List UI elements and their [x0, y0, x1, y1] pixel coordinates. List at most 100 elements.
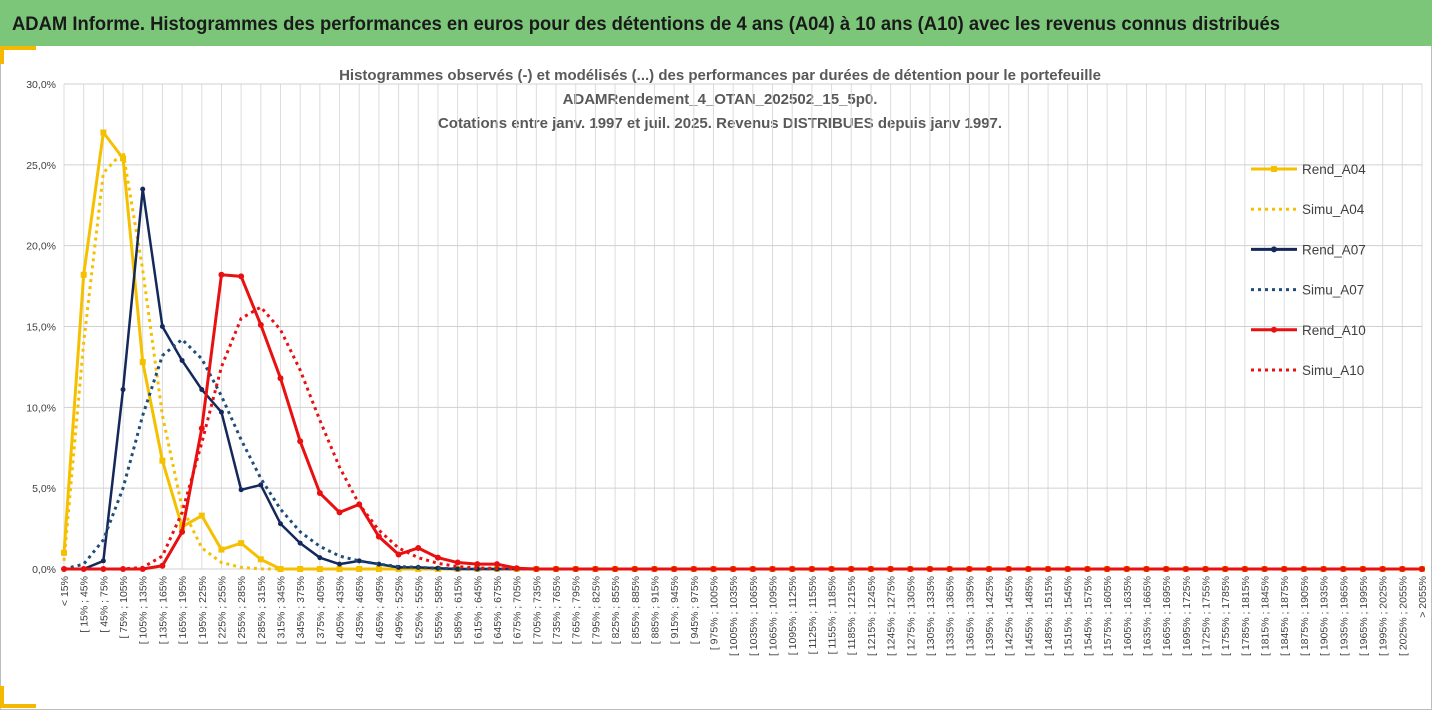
y-tick-label: 10,0% [26, 402, 56, 414]
marker [198, 425, 205, 432]
x-tick-label: [ 1125% ; 1155% [807, 576, 819, 654]
legend-label: Simu_A10 [1302, 363, 1364, 378]
x-tick-label: [ 1305% ; 1335% [925, 576, 937, 656]
marker [297, 438, 304, 445]
marker [356, 558, 362, 564]
x-tick-label: [ 1575% ; 1605% [1102, 576, 1114, 656]
x-tick-label: [ 1455% ; 1485% [1023, 576, 1035, 656]
legend-marker [1271, 166, 1277, 172]
x-tick-label: [ 1335% ; 1365% [945, 576, 957, 656]
marker [1064, 566, 1071, 572]
x-tick-label: [ 1875% ; 1905% [1299, 576, 1311, 656]
series-line [64, 305, 1422, 571]
marker [1379, 566, 1386, 572]
x-tick-label: [ 1845% ; 1875% [1279, 576, 1291, 656]
marker [80, 271, 87, 278]
marker [375, 566, 382, 572]
y-tick-label: 25,0% [26, 160, 56, 172]
x-tick-label: [ 1365% ; 1395% [964, 576, 976, 656]
marker [336, 509, 343, 516]
x-tick-label: [ 405% ; 435% [335, 576, 347, 644]
x-tick-label: [ 315% ; 345% [275, 576, 287, 644]
x-tick-label: [ 225% ; 255% [216, 576, 228, 644]
x-tick-label: [ 285% ; 315% [256, 576, 268, 644]
x-tick-label: [ 1485% ; 1515% [1043, 576, 1055, 656]
x-tick-label: [ 1905% ; 1935% [1319, 576, 1331, 656]
x-tick-label: [ 45% ; 75% [98, 576, 110, 633]
x-tick-label: [ 1815% ; 1845% [1260, 576, 1272, 656]
marker [277, 521, 283, 527]
marker [337, 561, 343, 567]
x-tick-label: [ 495% ; 525% [394, 576, 406, 644]
chart-title: ADAMRendement_4_OTAN_202502_15_5p0. [563, 91, 878, 108]
x-tick-label: [ 915% ; 945% [669, 576, 681, 644]
x-tick-label: [ 1515% ; 1545% [1063, 576, 1075, 656]
x-tick-label: [ 135% ; 165% [157, 576, 169, 644]
x-tick-label: [ 735% ; 765% [551, 576, 563, 644]
x-tick-label: [ 885% ; 915% [649, 576, 661, 644]
marker [493, 561, 500, 568]
marker [434, 554, 441, 561]
y-tick-label: 5,0% [32, 483, 56, 495]
marker [179, 528, 186, 535]
marker [395, 551, 402, 558]
x-tick-label: [ 1725% ; 1755% [1201, 576, 1213, 656]
x-tick-label: [ 675% ; 705% [512, 576, 524, 644]
marker [651, 566, 658, 572]
x-tick-label: [ 975% ; 1005% [708, 576, 720, 650]
marker [297, 566, 304, 572]
x-tick-label: [ 1425% ; 1455% [1004, 576, 1016, 656]
accent [0, 704, 36, 708]
marker [100, 558, 106, 564]
x-tick-label: [ 165% ; 195% [177, 576, 189, 644]
marker [198, 512, 205, 519]
marker [218, 271, 225, 278]
marker [120, 155, 127, 162]
x-tick-label: [ 195% ; 225% [197, 576, 209, 644]
marker [867, 566, 874, 572]
x-tick-label: [ 2025% ; 2055% [1397, 576, 1409, 656]
marker [258, 482, 264, 488]
marker [553, 566, 560, 572]
banner [0, 0, 1432, 46]
x-tick-label: [ 1275% ; 1305% [905, 576, 917, 656]
x-tick-label: [ 525% ; 555% [413, 576, 425, 644]
x-tick-label: [ 705% ; 735% [531, 576, 543, 644]
marker [238, 273, 245, 280]
marker [454, 559, 461, 566]
x-tick-label: [ 1215% ; 1245% [866, 576, 878, 656]
marker [199, 387, 205, 393]
y-tick-label: 30,0% [26, 79, 56, 91]
marker [238, 540, 245, 547]
legend-marker [1271, 246, 1277, 253]
banner-title: ADAM Informe. Histogrammes des performan… [12, 14, 1280, 35]
x-tick-label: [ 1095% ; 1125% [787, 576, 799, 655]
x-tick-label: [ 1395% ; 1425% [984, 576, 996, 656]
x-tick-label: [ 1005% ; 1035% [728, 576, 740, 656]
x-tick-label: [ 615% ; 645% [472, 576, 484, 644]
marker [140, 186, 146, 192]
x-tick-label: [ 435% ; 465% [354, 576, 366, 644]
x-tick-label: [ 255% ; 285% [236, 576, 248, 644]
accent [0, 46, 4, 64]
marker [159, 324, 165, 329]
series-line [62, 150, 1422, 571]
marker [100, 129, 107, 136]
x-tick-label: [ 1245% ; 1275% [886, 576, 898, 656]
x-tick-label: [ 345% ; 375% [295, 576, 307, 644]
x-tick-label: [ 1155% ; 1185% [827, 576, 839, 654]
marker [218, 546, 225, 553]
marker [179, 357, 185, 363]
x-tick-label: [ 645% ; 675% [492, 576, 504, 644]
y-tick-label: 15,0% [26, 322, 56, 334]
marker [966, 566, 973, 572]
marker [474, 561, 481, 568]
x-tick-label: [ 1185% ; 1215% [846, 576, 858, 655]
marker [415, 544, 422, 551]
marker [277, 375, 284, 382]
x-tick-label: [ 75% ; 105% [118, 576, 130, 638]
x-tick-label: [ 585% ; 615% [453, 576, 465, 644]
marker [218, 409, 224, 415]
